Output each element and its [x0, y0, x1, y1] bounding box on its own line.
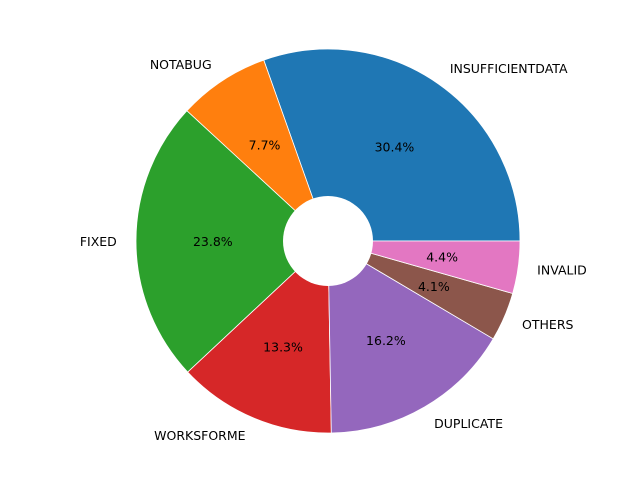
pct-label-worksforme: 13.3% — [263, 340, 303, 355]
slice-worksforme — [187, 240, 332, 434]
pct-label-insufficientdata: 30.4% — [375, 139, 415, 154]
slice-label-others: OTHERS — [522, 317, 573, 332]
slice-label-invalid: INVALID — [537, 263, 587, 278]
slice-label-insufficientdata: INSUFFICIENTDATA — [450, 61, 568, 76]
slice-label-fixed: FIXED — [80, 234, 117, 249]
slice-invalid — [327, 240, 521, 294]
pct-label-fixed: 23.8% — [193, 234, 233, 249]
pct-label-duplicate: 16.2% — [366, 333, 406, 348]
slice-label-worksforme: WORKSFORME — [154, 428, 246, 443]
slice-duplicate — [327, 240, 494, 434]
donut-hole — [283, 196, 373, 286]
slice-label-duplicate: DUPLICATE — [434, 416, 503, 431]
pct-label-notabug: 7.7% — [249, 137, 281, 152]
pct-label-invalid: 4.4% — [426, 249, 458, 264]
slices-group — [135, 48, 521, 434]
labels-group: 30.4% INSUFFICIENTDATA 7.7% NOTABUG 23.8% FIX… — [80, 57, 587, 443]
slice-label-notabug: NOTABUG — [150, 57, 212, 72]
slice-insufficientdata — [263, 48, 521, 242]
slice-fixed — [135, 110, 329, 373]
slice-notabug — [186, 59, 329, 242]
pct-label-others: 4.1% — [418, 279, 450, 294]
